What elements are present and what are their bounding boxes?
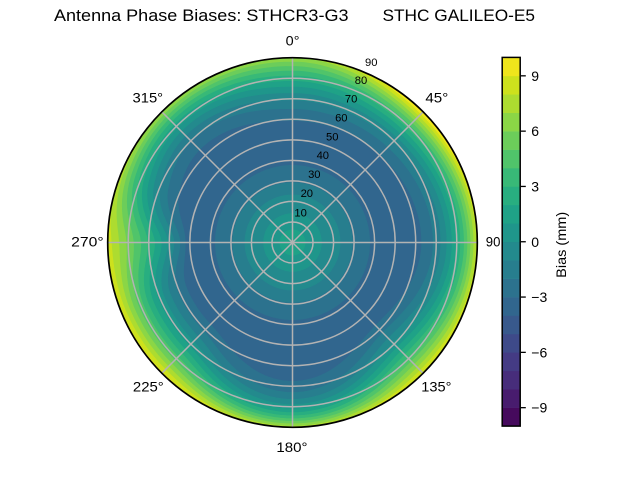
svg-text:20: 20 [301,188,313,200]
svg-text:9: 9 [531,68,539,84]
svg-text:30: 30 [308,169,320,181]
svg-text:Bias (mm): Bias (mm) [553,212,569,278]
svg-text:180°: 180° [276,440,307,456]
svg-text:−9: −9 [531,400,547,416]
svg-text:50: 50 [326,131,338,143]
svg-text:−6: −6 [531,344,547,360]
svg-text:90: 90 [365,57,377,69]
svg-text:70: 70 [345,94,357,106]
svg-text:270°: 270° [71,234,104,250]
svg-text:225°: 225° [133,379,164,395]
svg-text:Antenna Phase Biases: STHCR3-G: Antenna Phase Biases: STHCR3-G3 [54,7,349,25]
svg-text:80: 80 [355,75,367,87]
svg-text:0°: 0° [286,33,300,49]
svg-text:6: 6 [531,123,539,139]
svg-text:40: 40 [317,150,329,162]
svg-text:135°: 135° [421,379,451,395]
svg-text:STHC GALILEO-E5: STHC GALILEO-E5 [383,7,536,25]
svg-text:315°: 315° [133,90,164,106]
svg-text:3: 3 [531,178,539,194]
svg-text:60: 60 [335,112,347,124]
svg-text:45°: 45° [425,91,448,107]
svg-text:−3: −3 [531,289,547,305]
svg-text:10: 10 [294,207,306,219]
svg-text:0: 0 [531,234,539,250]
svg-text:90: 90 [486,234,501,250]
